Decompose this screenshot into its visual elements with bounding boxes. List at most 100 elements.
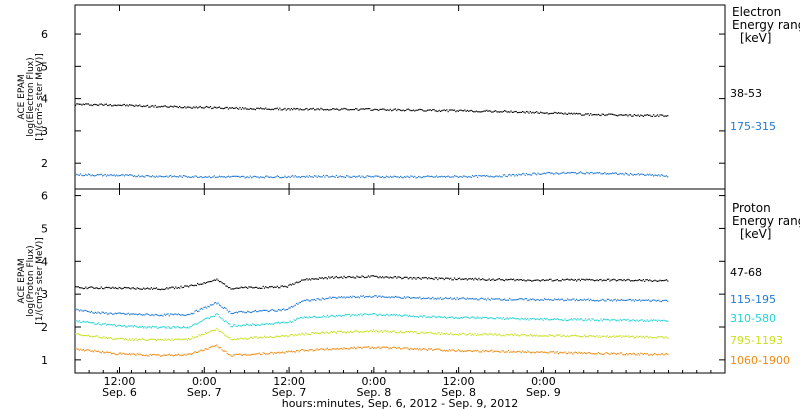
data-point (531, 334, 533, 337)
data-point (627, 174, 629, 176)
data-point (537, 351, 539, 353)
data-point (507, 278, 510, 281)
data-point (245, 108, 248, 110)
data-point (220, 305, 222, 307)
data-point (574, 334, 576, 336)
data-point (126, 338, 128, 341)
data-point (477, 176, 479, 178)
data-point (132, 313, 135, 315)
data-point (139, 288, 141, 290)
data-point (230, 339, 232, 341)
data-point (587, 318, 589, 320)
data-point (542, 335, 544, 337)
data-point (398, 314, 400, 316)
data-point (442, 176, 444, 178)
data-point (105, 175, 108, 177)
data-point (76, 348, 78, 350)
data-point (604, 172, 606, 174)
data-point (91, 174, 93, 176)
data-point (426, 316, 429, 318)
data-point (574, 351, 576, 353)
data-point (215, 301, 217, 304)
data-point (640, 279, 642, 282)
data-point (401, 297, 403, 300)
data-point (82, 320, 84, 322)
data-point (613, 172, 615, 175)
data-point (506, 334, 508, 336)
data-point (108, 175, 110, 177)
data-point (586, 298, 588, 301)
data-point (626, 279, 628, 281)
data-point (433, 176, 435, 178)
data-point (307, 176, 309, 178)
data-point (367, 107, 370, 110)
data-point (158, 315, 160, 317)
data-point (518, 318, 520, 320)
data-point (212, 315, 214, 318)
data-point (167, 106, 169, 108)
data-point (420, 331, 422, 333)
data-point (444, 176, 447, 178)
data-point (379, 330, 381, 332)
data-point (502, 317, 504, 319)
data-point (173, 175, 176, 177)
data-point (277, 109, 280, 111)
data-point (379, 295, 381, 297)
data-point (322, 331, 325, 334)
data-point (451, 279, 453, 281)
data-point (175, 327, 177, 329)
data-point (199, 335, 201, 337)
data-point (335, 297, 337, 299)
legend-entry-175-315: 175-315 (730, 120, 776, 133)
data-point (182, 286, 185, 288)
data-point (421, 277, 424, 279)
data-point (348, 296, 350, 299)
data-point (478, 174, 480, 177)
data-point (362, 313, 364, 316)
data-point (513, 278, 515, 280)
data-point (478, 334, 480, 336)
data-point (130, 354, 132, 356)
data-point (586, 353, 588, 355)
data-point (279, 177, 281, 179)
data-point (181, 313, 183, 316)
data-point (143, 327, 145, 329)
data-point (443, 175, 445, 178)
data-point (190, 326, 192, 328)
data-point (479, 351, 481, 353)
data-point (662, 279, 664, 282)
data-point (447, 277, 449, 279)
data-point (225, 307, 227, 309)
data-point (149, 176, 151, 178)
data-point (464, 350, 466, 352)
data-point (188, 286, 190, 288)
data-point (611, 319, 614, 321)
data-point (360, 313, 362, 315)
data-point (483, 317, 485, 319)
data-point (180, 314, 182, 316)
data-point (303, 279, 305, 281)
data-point (96, 350, 99, 353)
legend-entry-795-1193: 795-1193 (730, 334, 783, 347)
data-point (586, 278, 588, 280)
data-point (177, 313, 179, 315)
data-point (109, 287, 111, 289)
data-point (644, 299, 646, 302)
data-point (384, 109, 386, 111)
data-point (177, 353, 179, 355)
data-point (660, 300, 662, 303)
data-point (245, 354, 248, 356)
data-point (400, 330, 402, 332)
data-point (270, 351, 272, 353)
data-point (139, 338, 141, 340)
data-point (243, 324, 245, 326)
data-point (194, 175, 196, 177)
data-point (628, 174, 630, 176)
data-point (375, 175, 377, 177)
data-point (483, 279, 485, 281)
data-point (75, 104, 77, 106)
data-point (492, 278, 494, 280)
data-point (164, 288, 167, 290)
data-point (177, 338, 179, 340)
data-point (82, 349, 84, 351)
